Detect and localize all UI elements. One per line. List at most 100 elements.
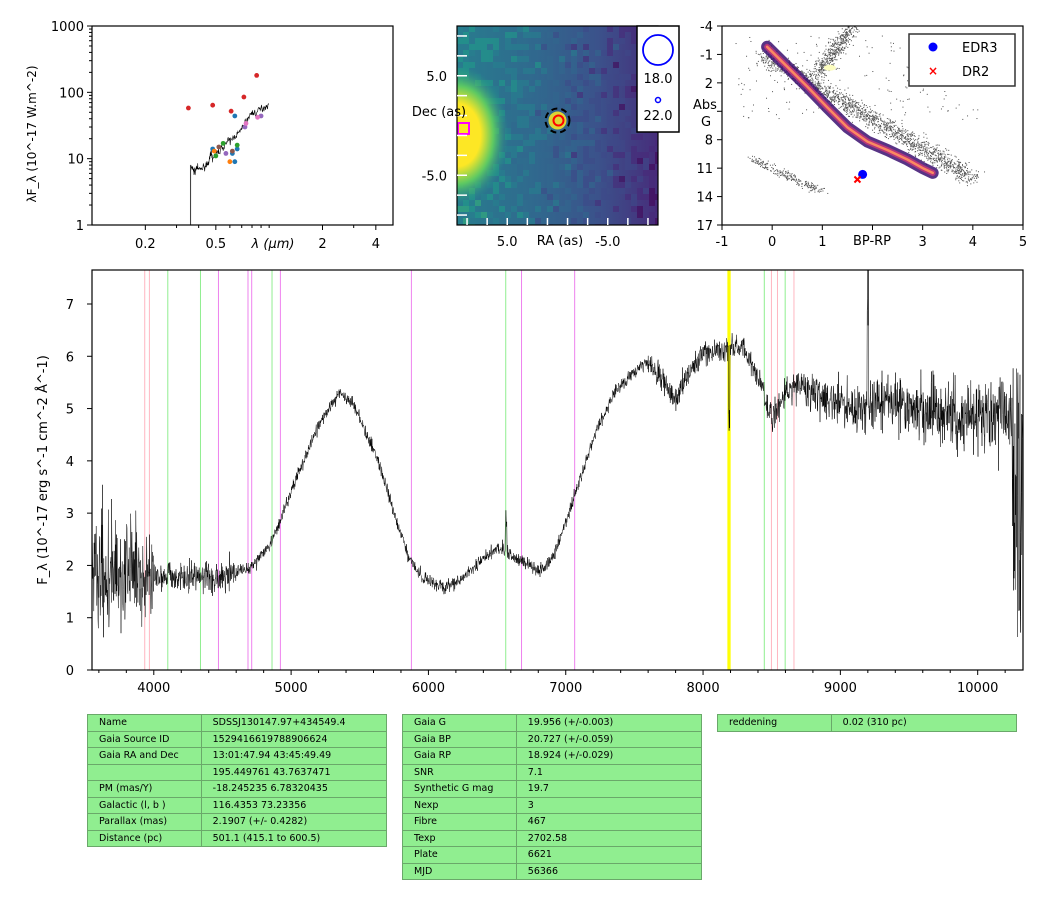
hr-field-star <box>930 161 932 163</box>
image-pixel <box>541 134 547 140</box>
hr-field-star <box>827 62 829 64</box>
image-pixel <box>529 32 535 38</box>
hr-field-star <box>877 121 879 123</box>
hr-field-star <box>962 180 964 182</box>
image-pixel <box>643 164 649 170</box>
hr-field-star <box>860 113 862 115</box>
hr-ytick-label: 11 <box>696 162 713 177</box>
hr-field-star <box>921 154 923 156</box>
hr-field-star <box>821 69 823 71</box>
hr-field-star <box>793 64 795 66</box>
hr-field-star <box>768 64 770 66</box>
hr-field-star <box>851 106 853 108</box>
hr-field-star <box>840 44 842 46</box>
table-key: Gaia RA and Dec <box>87 747 202 765</box>
image-pixel <box>517 44 523 50</box>
image-pixel <box>505 182 511 188</box>
hr-field-star <box>912 131 914 133</box>
hr-field-star <box>849 43 851 45</box>
hr-field-star <box>910 135 912 137</box>
hr-field-star <box>861 111 863 113</box>
image-pixel <box>631 38 637 44</box>
hr-field-star <box>873 131 875 133</box>
hr-field-star <box>959 161 961 163</box>
hr-field-star <box>765 69 767 71</box>
hr-field-star <box>920 142 922 144</box>
hr-field-star <box>984 171 986 173</box>
hr-field-star <box>927 155 929 157</box>
hr-field-star <box>819 70 821 72</box>
hr-field-star <box>940 165 942 167</box>
hr-field-star <box>977 109 979 111</box>
hr-field-star <box>907 134 909 136</box>
spectrum-ytick-label: 1 <box>66 612 74 627</box>
image-pixel <box>565 104 571 110</box>
hr-field-star <box>885 126 887 128</box>
hr-field-star <box>886 125 888 127</box>
hr-field-star <box>901 139 903 141</box>
hr-field-star <box>971 179 973 181</box>
image-pixel <box>589 182 595 188</box>
hr-field-star <box>901 136 903 138</box>
hr-field-star <box>879 126 881 128</box>
hr-field-star <box>910 133 912 135</box>
image-pixel <box>571 62 577 68</box>
hr-field-star <box>847 110 849 112</box>
hr-field-star <box>831 45 833 47</box>
hr-field-star <box>795 42 797 44</box>
hr-field-star <box>933 152 935 154</box>
image-pixel <box>595 68 601 74</box>
hr-field-star <box>895 124 897 126</box>
hr-field-star <box>832 53 834 55</box>
hr-field-star <box>782 174 784 176</box>
hr-field-star <box>831 100 833 102</box>
hr-field-star <box>917 138 919 140</box>
hr-field-star <box>759 54 761 56</box>
hr-field-star <box>842 105 844 107</box>
image-pixel <box>655 218 658 224</box>
hr-field-star <box>820 190 822 192</box>
hr-field-star <box>842 40 844 42</box>
hr-field-star <box>910 147 912 149</box>
hr-field-star <box>833 50 835 52</box>
hr-field-star <box>927 144 929 146</box>
hr-field-star <box>846 96 848 98</box>
hr-field-star <box>835 59 837 61</box>
hr-field-star <box>844 46 846 48</box>
hr-field-star <box>828 87 830 89</box>
hr-field-star <box>819 88 821 90</box>
hr-field-star <box>890 128 892 130</box>
hr-field-star <box>958 176 960 178</box>
hr-field-star <box>946 164 948 166</box>
image-pixel <box>649 164 655 170</box>
image-pixel <box>517 164 523 170</box>
hr-field-star <box>898 137 900 139</box>
hr-field-star <box>842 93 844 95</box>
hr-field-star <box>931 153 933 155</box>
hr-field-star <box>857 112 859 114</box>
hr-field-star <box>767 56 769 58</box>
image-pixel <box>463 50 469 56</box>
hr-field-star <box>824 94 826 96</box>
hr-field-star <box>964 175 966 177</box>
hr-field-star <box>846 40 848 42</box>
table-value: 19.7 <box>515 780 703 798</box>
table-key: reddening <box>717 714 832 732</box>
hr-field-star <box>766 162 768 164</box>
hr-field-star <box>832 43 834 45</box>
hr-field-star <box>872 122 874 124</box>
hr-field-star <box>947 110 949 112</box>
hr-field-star <box>873 121 875 123</box>
hr-field-star <box>904 137 906 139</box>
hr-field-star <box>847 107 849 109</box>
hr-field-star <box>892 121 894 123</box>
hr-field-star <box>761 162 763 164</box>
hr-field-star <box>805 73 807 75</box>
image-pixel <box>493 218 499 224</box>
hr-field-star <box>959 166 961 168</box>
hr-field-star <box>845 40 847 42</box>
hr-field-star <box>909 145 911 147</box>
hr-field-star <box>820 88 822 90</box>
hr-field-star <box>842 101 844 103</box>
hr-field-star <box>822 61 824 63</box>
